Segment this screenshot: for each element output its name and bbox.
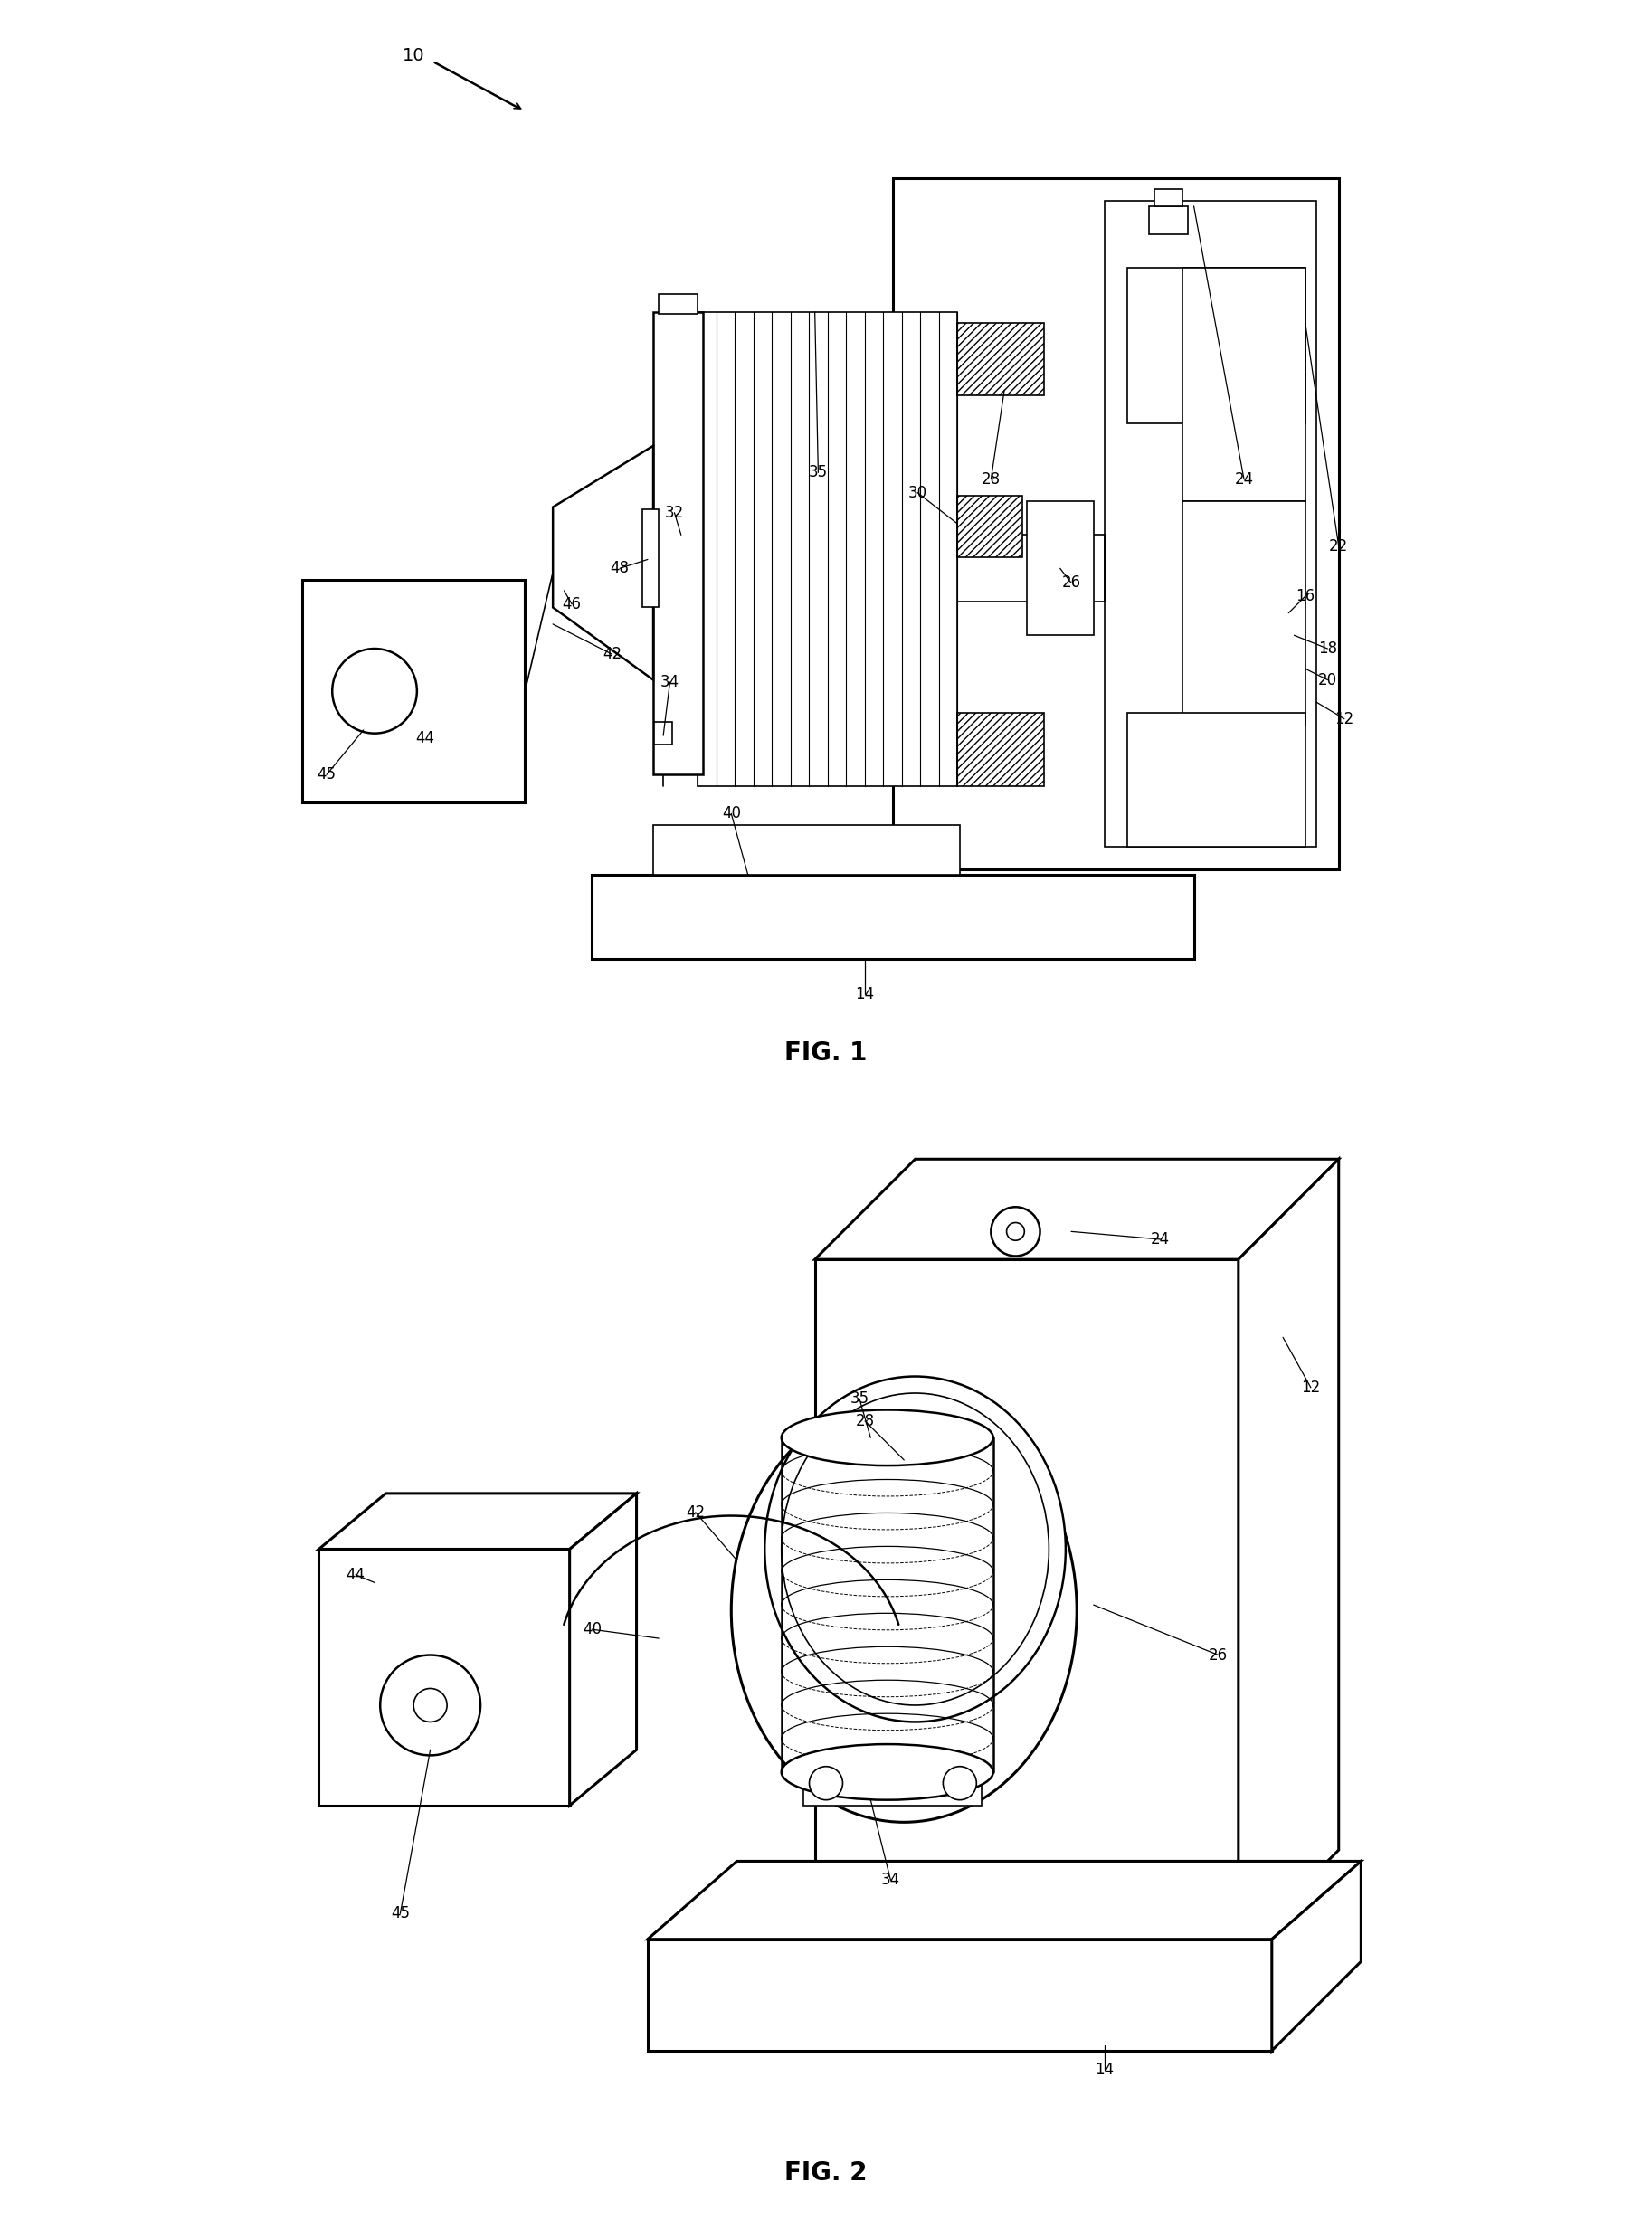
Polygon shape [319, 1549, 570, 1805]
Text: 26: 26 [1209, 1647, 1227, 1663]
Bar [653, 312, 704, 773]
Text: 10: 10 [403, 47, 425, 65]
Circle shape [943, 1765, 976, 1801]
Text: 24: 24 [1151, 1230, 1170, 1248]
Bar [1127, 713, 1305, 847]
Text: 40: 40 [722, 805, 740, 823]
Polygon shape [1272, 1861, 1361, 2051]
Text: 16: 16 [1295, 588, 1315, 604]
Polygon shape [553, 446, 653, 680]
Text: FIG. 1: FIG. 1 [785, 1041, 867, 1065]
Text: 42: 42 [686, 1505, 705, 1520]
Polygon shape [814, 1259, 1239, 1950]
Text: 35: 35 [808, 464, 828, 481]
Text: 24: 24 [1234, 470, 1254, 488]
Bar [1183, 502, 1305, 724]
Text: 34: 34 [881, 1872, 900, 1888]
Polygon shape [805, 1761, 981, 1805]
Bar [892, 178, 1338, 869]
Text: 35: 35 [849, 1391, 869, 1406]
Text: 18: 18 [1318, 640, 1336, 658]
Bar [1026, 502, 1094, 635]
Bar [643, 510, 659, 606]
Circle shape [332, 649, 416, 733]
Bar [958, 495, 1023, 557]
Text: 34: 34 [661, 673, 679, 691]
Polygon shape [319, 1493, 636, 1549]
Ellipse shape [765, 1375, 1066, 1721]
Circle shape [380, 1654, 481, 1756]
Bar [302, 580, 525, 802]
Text: 12: 12 [1335, 711, 1355, 727]
Text: 22: 22 [1330, 537, 1348, 555]
Bar [653, 825, 960, 874]
Text: 42: 42 [603, 646, 621, 662]
Text: 28: 28 [856, 1413, 874, 1429]
Circle shape [809, 1765, 843, 1801]
Text: 32: 32 [664, 504, 684, 522]
Text: 44: 44 [347, 1567, 365, 1583]
Text: 30: 30 [909, 484, 927, 502]
Bar [659, 294, 697, 314]
Bar [1155, 189, 1183, 205]
Bar [654, 722, 672, 744]
Text: 46: 46 [562, 595, 582, 613]
Bar [1150, 205, 1188, 234]
Bar [697, 312, 958, 785]
Text: 48: 48 [610, 559, 629, 577]
Polygon shape [570, 1493, 636, 1805]
Text: 40: 40 [583, 1620, 601, 1638]
Circle shape [991, 1206, 1041, 1255]
Ellipse shape [732, 1400, 1077, 1821]
Circle shape [413, 1690, 448, 1721]
Bar [958, 323, 1044, 397]
Text: FIG. 2: FIG. 2 [785, 2160, 867, 2187]
Text: 26: 26 [1062, 575, 1080, 591]
Text: 14: 14 [1095, 2062, 1113, 2077]
Text: 45: 45 [317, 767, 335, 782]
Text: 44: 44 [415, 729, 434, 747]
Text: 28: 28 [981, 470, 1001, 488]
Bar [1105, 201, 1317, 847]
Ellipse shape [781, 1743, 993, 1801]
Ellipse shape [781, 1409, 993, 1467]
Text: 20: 20 [1318, 671, 1336, 689]
Ellipse shape [781, 1393, 1049, 1705]
Polygon shape [814, 1159, 1338, 1259]
Text: 45: 45 [392, 1906, 410, 1921]
Text: 12: 12 [1302, 1380, 1320, 1395]
Bar [948, 535, 1105, 602]
Bar [1183, 267, 1305, 502]
Polygon shape [648, 1939, 1272, 2051]
Circle shape [1006, 1221, 1024, 1239]
Polygon shape [648, 1861, 1361, 1939]
Bar [1127, 267, 1305, 424]
Bar [591, 874, 1194, 958]
Polygon shape [1239, 1159, 1338, 1950]
Text: 14: 14 [856, 985, 874, 1003]
Bar [958, 713, 1044, 785]
